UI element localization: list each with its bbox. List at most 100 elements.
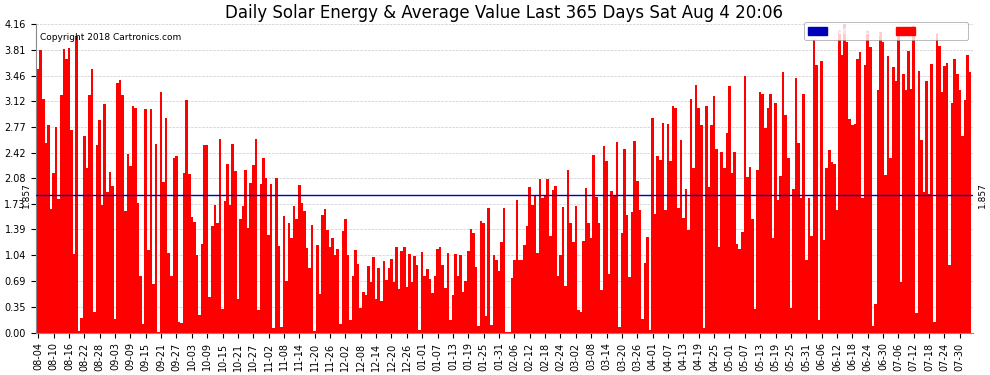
Bar: [923, 192, 926, 333]
Bar: [856, 59, 858, 333]
Bar: [319, 294, 321, 333]
Bar: [753, 309, 756, 333]
Bar: [324, 209, 327, 333]
Bar: [48, 125, 50, 333]
Bar: [871, 326, 874, 333]
Bar: [939, 46, 940, 333]
Bar: [162, 183, 165, 333]
Bar: [813, 40, 815, 333]
Bar: [154, 144, 157, 333]
Bar: [270, 184, 272, 333]
Bar: [214, 205, 216, 333]
Bar: [490, 326, 493, 333]
Bar: [293, 206, 295, 333]
Bar: [766, 108, 769, 333]
Bar: [848, 119, 851, 333]
Bar: [726, 133, 729, 333]
Bar: [351, 276, 354, 333]
Bar: [539, 179, 542, 333]
Bar: [467, 251, 469, 333]
Bar: [784, 116, 787, 333]
Bar: [111, 186, 114, 333]
Bar: [900, 282, 902, 333]
Bar: [697, 108, 700, 333]
Bar: [451, 295, 454, 333]
Bar: [301, 203, 303, 333]
Bar: [432, 293, 434, 333]
Bar: [516, 200, 518, 333]
Bar: [65, 58, 67, 333]
Bar: [416, 265, 419, 333]
Bar: [346, 255, 349, 333]
Bar: [216, 224, 219, 333]
Bar: [354, 250, 357, 333]
Bar: [190, 216, 193, 333]
Bar: [629, 277, 631, 333]
Bar: [229, 205, 232, 333]
Bar: [910, 89, 913, 333]
Bar: [40, 50, 42, 333]
Bar: [372, 257, 375, 333]
Bar: [853, 123, 856, 333]
Bar: [395, 248, 398, 333]
Bar: [716, 148, 718, 333]
Bar: [37, 69, 40, 333]
Bar: [577, 310, 580, 333]
Bar: [498, 272, 500, 333]
Bar: [611, 191, 613, 333]
Bar: [621, 233, 623, 333]
Bar: [119, 80, 122, 333]
Bar: [70, 130, 72, 333]
Bar: [769, 94, 771, 333]
Bar: [861, 198, 864, 333]
Bar: [298, 184, 301, 333]
Bar: [406, 287, 408, 333]
Bar: [137, 203, 140, 333]
Bar: [232, 144, 234, 333]
Bar: [887, 56, 889, 333]
Bar: [132, 106, 135, 333]
Bar: [221, 309, 224, 333]
Bar: [841, 55, 843, 333]
Bar: [459, 255, 462, 333]
Bar: [382, 261, 385, 333]
Bar: [542, 198, 544, 333]
Bar: [280, 327, 283, 333]
Bar: [582, 242, 585, 333]
Bar: [818, 320, 821, 333]
Bar: [729, 86, 731, 333]
Bar: [178, 322, 180, 333]
Bar: [882, 42, 884, 333]
Bar: [961, 136, 963, 333]
Bar: [93, 312, 96, 333]
Bar: [242, 206, 245, 333]
Bar: [290, 238, 293, 333]
Bar: [249, 183, 252, 333]
Bar: [480, 221, 482, 333]
Bar: [690, 99, 692, 333]
Bar: [408, 254, 411, 333]
Bar: [367, 266, 369, 333]
Bar: [651, 118, 654, 333]
Bar: [303, 211, 306, 333]
Bar: [595, 196, 598, 333]
Bar: [554, 186, 556, 333]
Bar: [57, 199, 60, 333]
Bar: [802, 94, 805, 333]
Bar: [948, 265, 950, 333]
Bar: [580, 312, 582, 333]
Bar: [513, 260, 516, 333]
Bar: [487, 208, 490, 333]
Bar: [227, 164, 229, 333]
Bar: [140, 276, 142, 333]
Bar: [969, 72, 971, 333]
Bar: [503, 208, 506, 333]
Bar: [874, 304, 876, 333]
Bar: [792, 189, 795, 333]
Bar: [569, 223, 572, 333]
Bar: [598, 223, 600, 333]
Bar: [364, 295, 367, 333]
Bar: [708, 187, 710, 333]
Bar: [482, 223, 485, 333]
Bar: [736, 244, 739, 333]
